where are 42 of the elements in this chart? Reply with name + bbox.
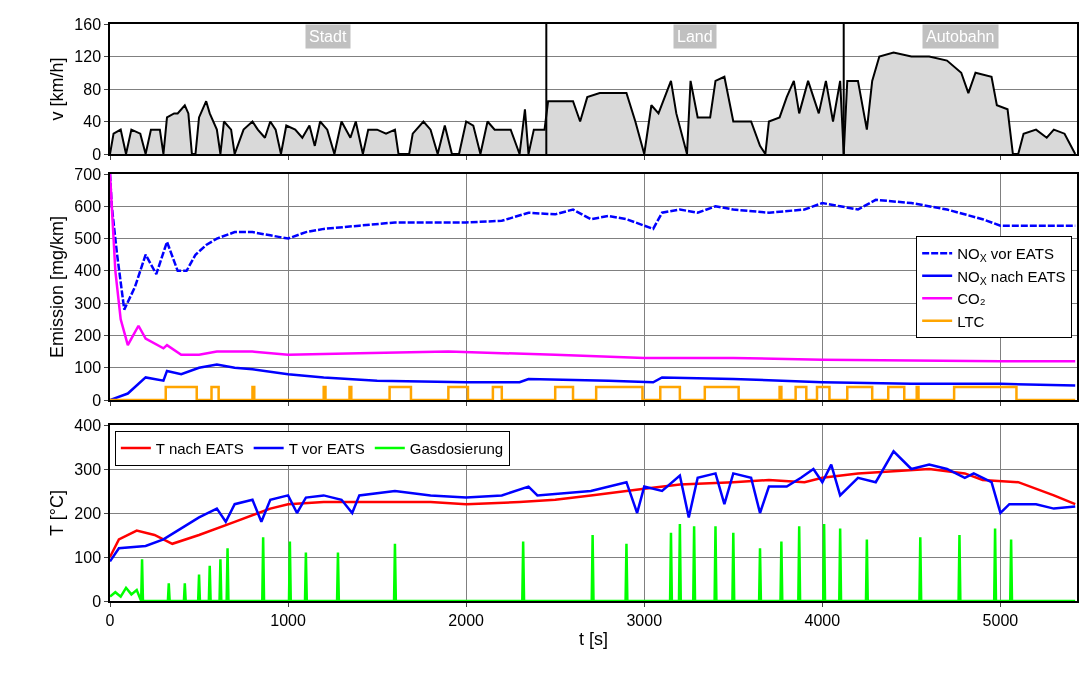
legend-label: T nach EATS [155,439,244,457]
y-tick-label: 300 [74,294,102,312]
y-tick-label: 200 [74,504,102,522]
line-series [110,174,1077,363]
y-tick-label: 40 [83,113,102,131]
legend-label: LTC [957,312,985,330]
annotation: Autobahn [926,28,995,45]
legend-label: T vor EATS [288,439,365,457]
y-tick-label: 600 [74,197,102,215]
line-series [110,522,1077,601]
line-series [110,363,1077,400]
x-tick-label: 1000 [270,611,306,629]
x-tick-label: 2000 [448,611,485,629]
x-tick-label: 0 [105,611,115,629]
legend-label: NO$_{X}$ vor EATS [957,245,1054,265]
y-tick-label: 300 [74,460,102,478]
y-tick-label: 0 [92,391,102,409]
legend-label: NO$_{X}$ nach EATS [957,267,1066,287]
y-tick-label: 700 [74,165,102,183]
y-tick-label: 120 [74,48,102,66]
y-axis-title: v [km/h] [47,57,68,121]
x-tick-label: 5000 [982,611,1019,629]
y-axis-title: Emission [mg/km] [47,215,68,359]
annotation: Land [677,28,713,45]
y-tick-label: 400 [74,262,102,280]
x-tick-label: 3000 [626,611,663,629]
y-tick-label: 160 [74,15,102,33]
y-tick-label: 400 [74,416,102,434]
y-axis-title: T [°C] [47,490,68,536]
annotation: Stadt [309,28,347,45]
y-tick-label: 500 [74,230,102,248]
y-tick-label: 80 [83,80,102,98]
y-tick-label: 0 [92,145,102,163]
legend-label: CO₂ [957,290,986,308]
y-tick-label: 200 [74,327,102,345]
y-tick-label: 100 [74,359,102,377]
y-tick-label: 100 [74,548,102,566]
y-tick-label: 0 [92,592,102,610]
x-axis-title: t [s] [578,628,609,649]
x-tick-label: 4000 [804,611,841,629]
legend-label: Gasdosierung [409,439,504,457]
line-series [110,467,1077,559]
